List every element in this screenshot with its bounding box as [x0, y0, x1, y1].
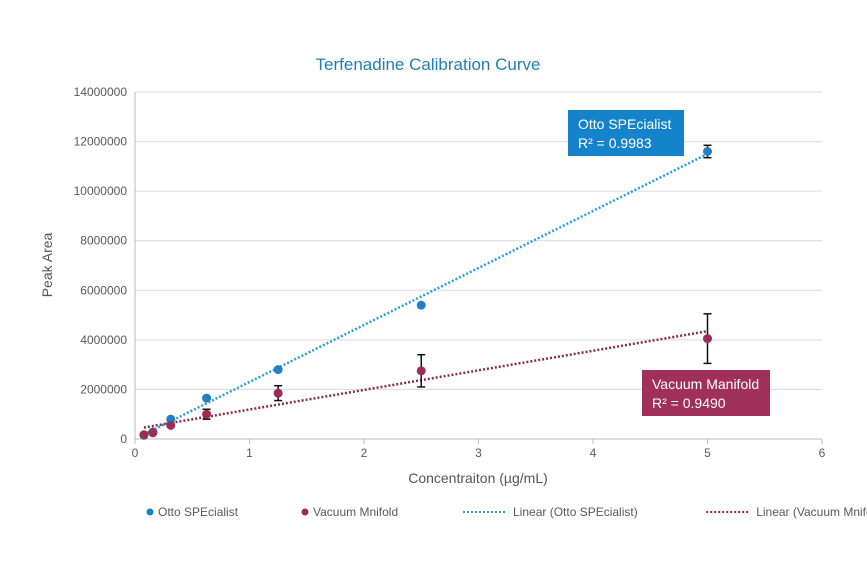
data-point-0: [416, 300, 426, 310]
y-tick-label: 12000000: [74, 135, 128, 149]
legend-marker: [301, 508, 309, 516]
y-tick-label: 14000000: [74, 85, 128, 99]
svg-text:R² = 0.9983: R² = 0.9983: [578, 135, 652, 151]
y-tick-label: 2000000: [80, 382, 127, 396]
y-tick-label: 10000000: [74, 184, 128, 198]
data-point-1: [273, 388, 283, 398]
y-tick-label: 4000000: [80, 333, 127, 347]
r2-annotation-0: Otto SPEcialist R² = 0.9983: [568, 110, 684, 156]
data-point-1: [202, 409, 212, 419]
data-point-1: [148, 428, 158, 438]
legend-label: Vacuum Mnifold: [313, 505, 398, 519]
data-point-0: [166, 414, 176, 424]
y-tick-label: 6000000: [80, 283, 127, 297]
y-tick-label: 8000000: [80, 234, 127, 248]
x-tick-label: 3: [475, 446, 482, 460]
legend-label: Linear (Otto SPEcialist): [513, 505, 638, 519]
x-tick-label: 6: [819, 446, 826, 460]
x-tick-label: 4: [590, 446, 597, 460]
data-point-1: [703, 334, 712, 344]
x-tick-label: 2: [361, 446, 368, 460]
svg-text:Vacuum Manifold: Vacuum Manifold: [652, 376, 759, 392]
chart-title: Terfenadine Calibration Curve: [316, 55, 541, 74]
trendline-0: [143, 152, 709, 436]
svg-text:R² = 0.9490: R² = 0.9490: [652, 395, 726, 411]
legend-marker: [146, 508, 154, 516]
r2-annotation-1: Vacuum Manifold R² = 0.9490: [642, 370, 770, 416]
x-tick-label: 1: [246, 446, 253, 460]
data-point-1: [166, 420, 176, 430]
data-point-0: [703, 146, 712, 156]
svg-text:Otto SPEcialist: Otto SPEcialist: [578, 116, 671, 132]
data-point-0: [273, 365, 283, 375]
x-axis-label: Concentraiton (µg/mL): [408, 470, 548, 486]
trendline-1: [143, 329, 708, 429]
x-tick-label: 0: [132, 446, 139, 460]
legend-label: Linear (Vacuum Mnifold): [756, 505, 867, 519]
y-tick-label: 0: [120, 432, 127, 446]
x-tick-label: 5: [704, 446, 711, 460]
y-axis-label: Peak Area: [39, 232, 55, 297]
data-point-0: [202, 393, 212, 403]
legend-label: Otto SPEcialist: [158, 505, 239, 519]
data-point-1: [139, 430, 149, 440]
data-point-1: [416, 366, 426, 376]
